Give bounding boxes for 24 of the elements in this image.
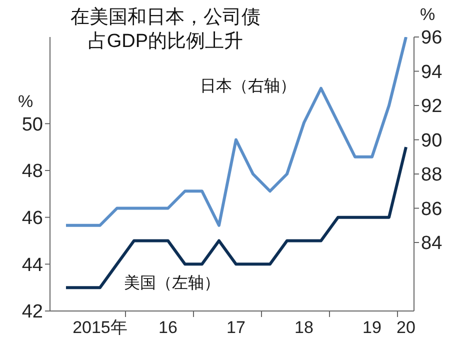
y2-tick-label: 88 (421, 164, 442, 186)
y-tick-label: 48 (22, 161, 43, 182)
annotation: 美国（左轴） (124, 274, 220, 294)
y2-tick-label: 86 (421, 198, 442, 220)
y2-tick-label: 90 (421, 130, 442, 152)
y-tick-label: 50 (22, 114, 43, 136)
annotation: 日本（右轴） (200, 76, 296, 97)
line-series (64, 146, 408, 290)
x-tick-label: 2015年 (72, 318, 128, 337)
y-tick-label: 44 (22, 254, 44, 276)
x-tick-label: 19 (362, 318, 382, 337)
y-axis-title: % (18, 92, 34, 112)
chart-title: 在美国和日本，公司债占GDP的比例上升 (70, 6, 262, 54)
y2-tick-label: 96 (421, 28, 442, 49)
y-tick-label: 42 (22, 302, 43, 323)
y2-axis-title: % (420, 5, 436, 25)
x-tick-label: 18 (294, 318, 314, 337)
y2-tick-label: 84 (421, 233, 443, 254)
y2-tick-label: 92 (421, 96, 442, 118)
x-tick-label: 20 (396, 318, 416, 337)
x-tick-label: 16 (158, 318, 178, 337)
y2-tick-label: 94 (421, 62, 443, 83)
y-tick-label: 46 (22, 208, 43, 230)
x-tick-label: 17 (226, 318, 246, 337)
